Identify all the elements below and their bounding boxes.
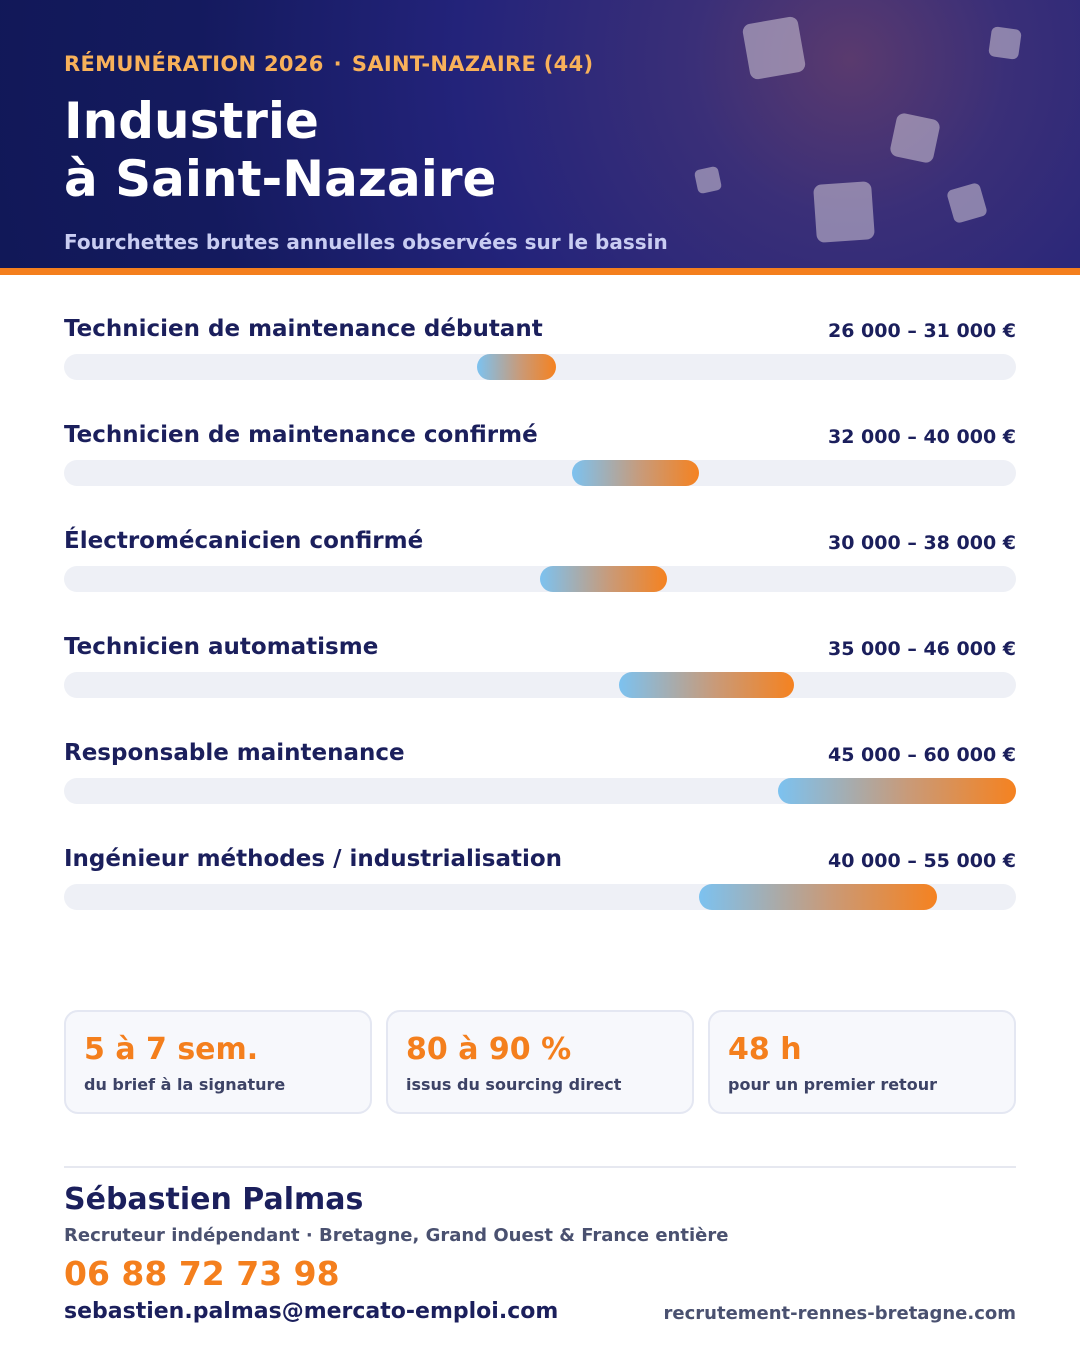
header-accent-rule (0, 268, 1080, 275)
title-line-1: Industrie (64, 92, 319, 150)
salary-range-label: 35 000 – 46 000 € (828, 638, 1016, 660)
salary-range-chart: Technicien de maintenance débutant 26 000… (64, 316, 1016, 952)
salary-range-bar (778, 778, 1016, 804)
salary-range-bar (619, 672, 794, 698)
stat-card: 5 à 7 sem. du brief à la signature (64, 1010, 372, 1114)
header-banner: RÉMUNÉRATION 2026 · SAINT-NAZAIRE (44) Ind… (0, 0, 1080, 268)
decorative-square (693, 165, 723, 195)
range-track (64, 778, 1016, 804)
contact-phone-link[interactable]: 06 88 72 73 98 (64, 1254, 340, 1293)
salary-row: Technicien automatisme 35 000 – 46 000 € (64, 634, 1016, 740)
salary-range-bar (476, 354, 556, 380)
salary-range-bar (698, 884, 937, 910)
range-track (64, 460, 1016, 486)
contact-name: Sébastien Palmas (64, 1182, 364, 1217)
salary-range-label: 26 000 – 31 000 € (828, 320, 1016, 342)
stat-card: 48 h pour un premier retour (708, 1010, 1016, 1114)
job-title-label: Technicien de maintenance confirmé (64, 422, 538, 448)
range-track (64, 566, 1016, 592)
salary-row: Technicien de maintenance confirmé 32 000… (64, 422, 1016, 528)
job-title-label: Ingénieur méthodes / industrialisation (64, 846, 563, 872)
salary-row: Responsable maintenance 45 000 – 60 000 € (64, 740, 1016, 846)
title-line-2: à Saint-Nazaire (64, 150, 497, 208)
kicker-location: SAINT-NAZAIRE (44) (351, 52, 594, 76)
stats-row: 5 à 7 sem. du brief à la signature 80 à … (64, 1010, 1016, 1114)
salary-row: Technicien de maintenance débutant 26 000… (64, 316, 1016, 422)
contact-email-link[interactable]: sebastien.palmas@mercato-emploi.com (64, 1299, 559, 1324)
salary-row: Électromécanicien confirmé 30 000 – 38 00… (64, 528, 1016, 634)
range-track (64, 354, 1016, 380)
decorative-square (741, 15, 807, 81)
decorative-square (813, 181, 875, 243)
decorative-square (988, 26, 1022, 60)
stat-value: 80 à 90 % (406, 1032, 572, 1067)
salary-range-label: 40 000 – 55 000 € (828, 850, 1016, 872)
stat-caption: pour un premier retour (728, 1075, 937, 1094)
decorative-square (888, 111, 942, 165)
salary-range-label: 30 000 – 38 000 € (828, 532, 1016, 554)
stat-value: 5 à 7 sem. (84, 1032, 259, 1067)
salary-range-label: 45 000 – 60 000 € (828, 744, 1016, 766)
range-track (64, 672, 1016, 698)
salary-range-bar (571, 460, 699, 486)
page-title: Industrie à Saint-Nazaire (64, 92, 496, 208)
website-link[interactable]: recrutement-rennes-bretagne.com (663, 1303, 1016, 1324)
stat-caption: issus du sourcing direct (406, 1075, 622, 1094)
salary-range-label: 32 000 – 40 000 € (828, 426, 1016, 448)
salary-range-bar (540, 566, 667, 592)
range-track (64, 884, 1016, 910)
kicker: RÉMUNÉRATION 2026 · SAINT-NAZAIRE (44) (64, 52, 593, 76)
decorative-square (945, 181, 989, 225)
job-title-label: Technicien de maintenance débutant (64, 316, 543, 342)
divider (64, 1166, 1016, 1168)
contact-role: Recruteur indépendant · Bretagne, Grand … (64, 1225, 729, 1246)
stat-value: 48 h (728, 1032, 802, 1067)
kicker-separator: · (333, 52, 342, 76)
page-subtitle: Fourchettes brutes annuelles observées s… (64, 230, 668, 254)
stat-card: 80 à 90 % issus du sourcing direct (386, 1010, 694, 1114)
job-title-label: Responsable maintenance (64, 740, 405, 766)
salary-row: Ingénieur méthodes / industrialisation 40… (64, 846, 1016, 952)
job-title-label: Technicien automatisme (64, 634, 379, 660)
stat-caption: du brief à la signature (84, 1075, 286, 1094)
job-title-label: Électromécanicien confirmé (64, 528, 424, 554)
kicker-topic: RÉMUNÉRATION 2026 (64, 52, 324, 76)
